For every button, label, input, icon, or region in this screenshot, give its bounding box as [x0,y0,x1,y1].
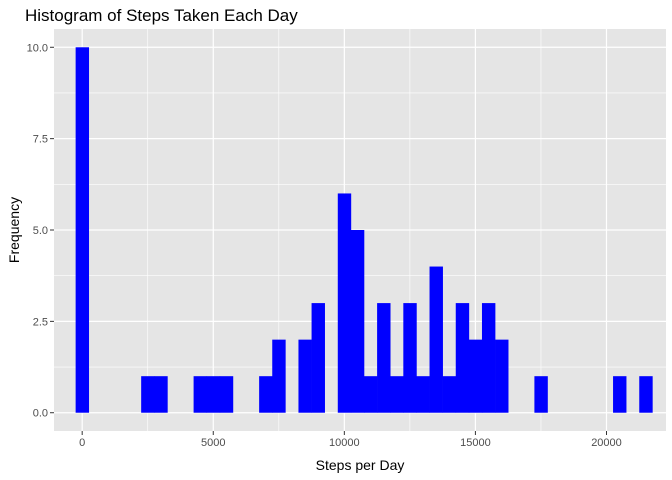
x-axis-label: Steps per Day [316,457,405,473]
y-tick-label: 5.0 [33,225,48,237]
histogram-bar [390,376,404,413]
x-tick-label: 0 [79,437,85,449]
y-axis: 0.0 2.5 5.0 7.5 10.0 [27,42,54,420]
y-tick-label: 2.5 [33,316,48,328]
histogram-bar [363,376,378,413]
histogram-bar [639,376,653,413]
histogram-bar [613,376,627,413]
chart-title: Histogram of Steps Taken Each Day [25,6,298,25]
histogram-bar [193,376,208,413]
histogram-bar [219,376,234,413]
histogram-bar [442,376,457,413]
histogram-bar [298,339,312,413]
x-tick-label: 20000 [591,437,622,449]
histogram-bar [311,303,325,413]
x-tick-label: 15000 [460,437,491,449]
histogram-bar [403,303,417,413]
histogram-bar [495,339,509,413]
y-tick-label: 10.0 [27,42,48,54]
histogram-bar [377,303,391,413]
histogram-bar [468,339,483,413]
histogram-bars [75,47,653,413]
histogram-bar [141,376,155,413]
histogram-bar [259,376,273,413]
histogram-bar [75,47,90,413]
histogram-bar [429,266,443,413]
x-tick-label: 10000 [329,437,360,449]
histogram-bar [206,376,221,413]
histogram-bar [416,376,430,413]
histogram-bar [337,193,352,413]
y-tick-label: 0.0 [33,408,48,420]
y-tick-label: 7.5 [33,134,48,146]
histogram-bar [272,339,286,413]
histogram-bar [154,376,168,413]
x-axis: 0 5000 10000 15000 20000 [79,431,622,449]
histogram-bar [455,303,470,413]
y-axis-label: Frequency [6,197,22,263]
histogram-bar [481,303,496,413]
x-tick-label: 5000 [201,437,225,449]
histogram-bar [534,376,548,413]
histogram-bar [350,230,365,413]
